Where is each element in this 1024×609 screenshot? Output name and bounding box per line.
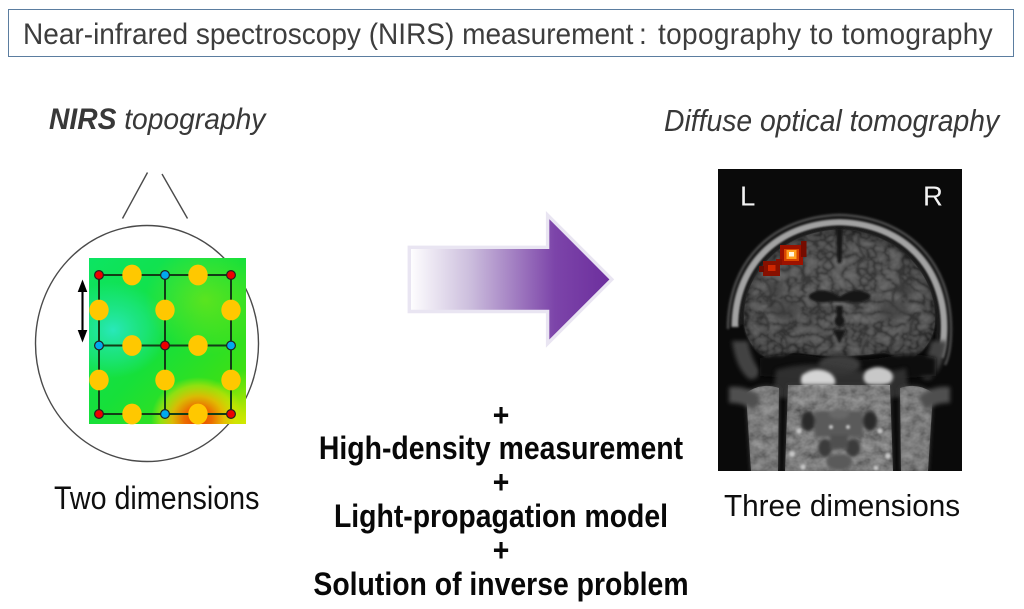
svg-text:R: R [923, 181, 943, 212]
svg-text:L: L [740, 181, 755, 212]
